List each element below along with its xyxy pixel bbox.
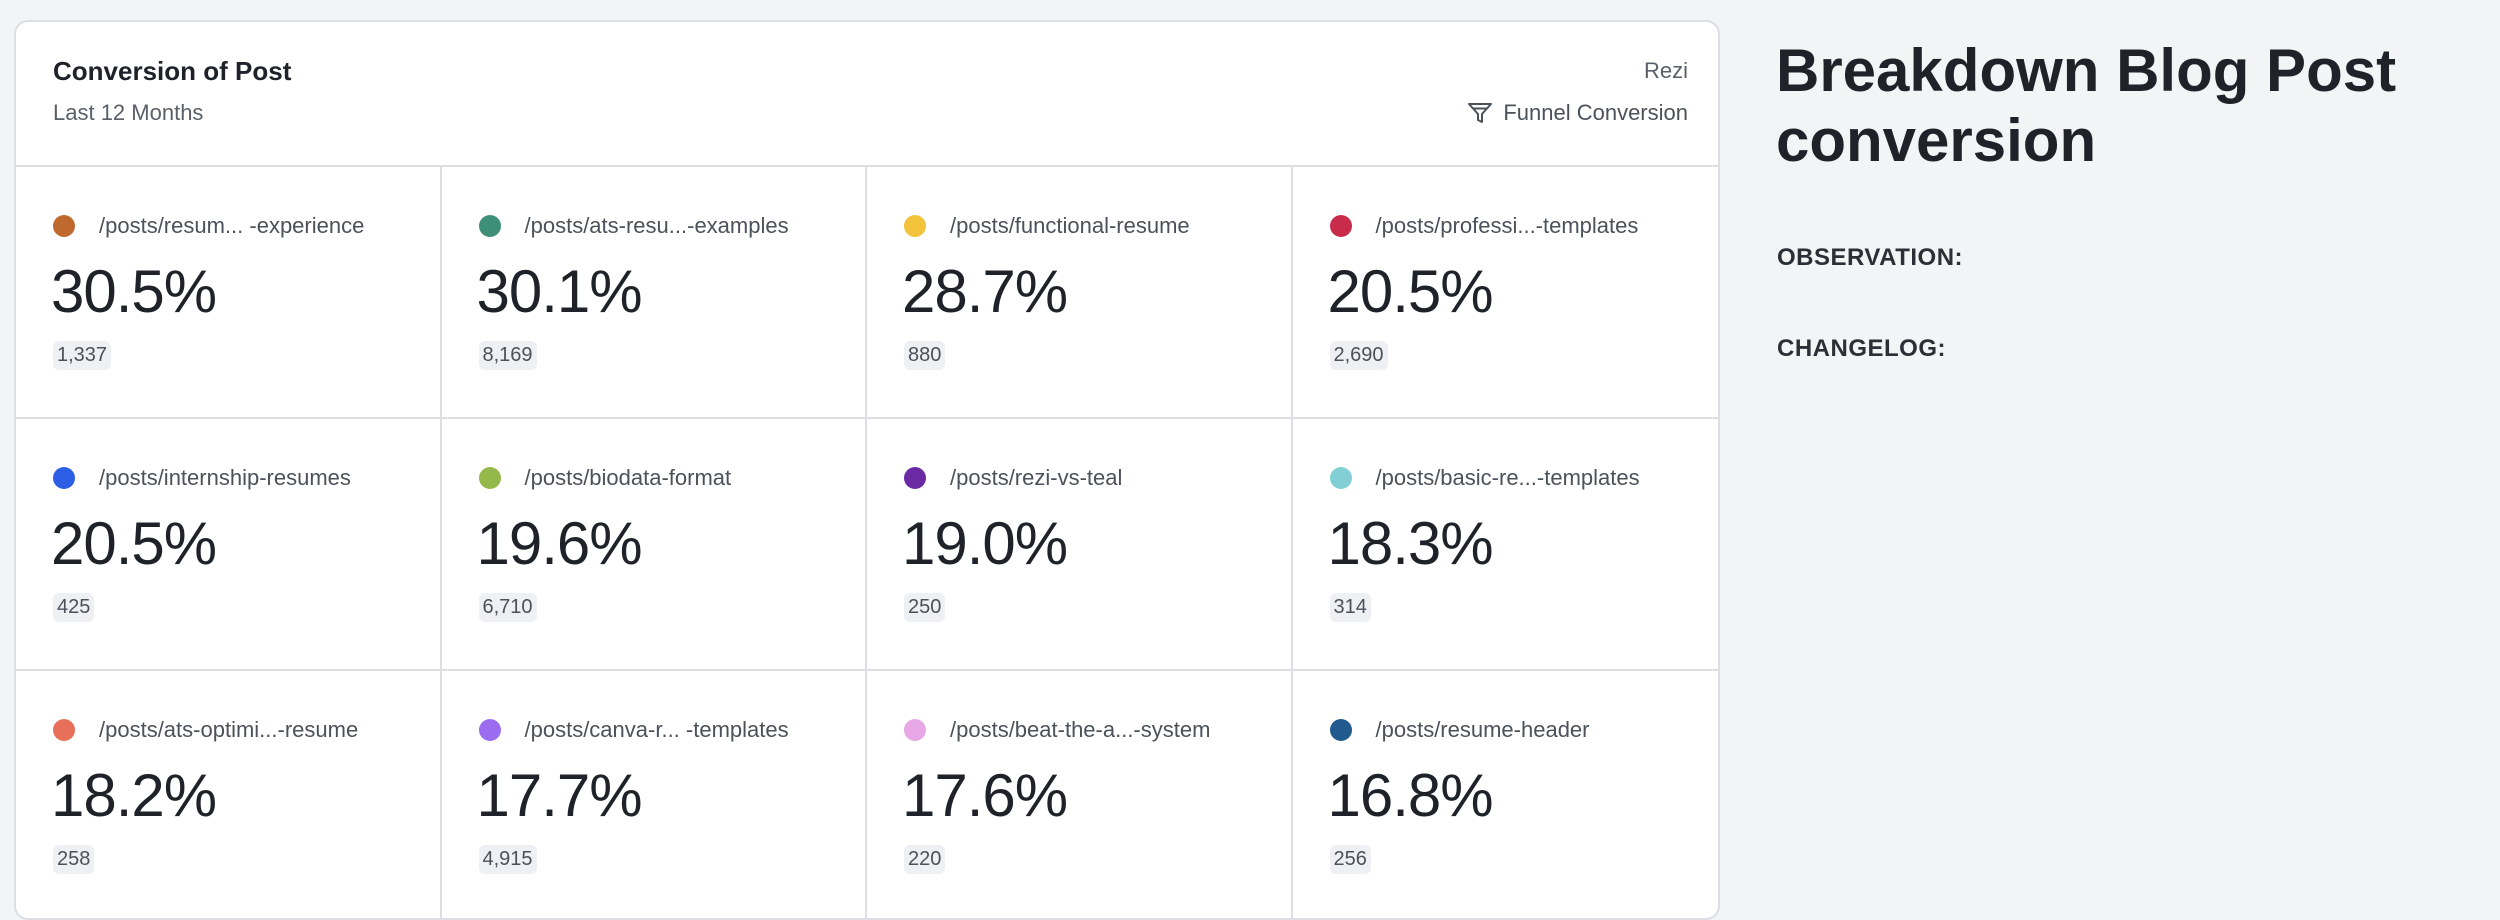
conversion-percent: 30.1% — [476, 258, 643, 325]
conversion-percent: 17.6% — [902, 762, 1068, 829]
post-path: /posts/biodata-format — [524, 465, 732, 490]
post-path: /posts/professi...-templates — [1375, 213, 1639, 238]
series-color-dot — [478, 215, 501, 237]
series-color-dot — [1329, 467, 1352, 489]
metric-cell[interactable]: /posts/professi...-templates 20.5% 2,690 — [1292, 167, 1718, 419]
metric-cell[interactable]: /posts/ats-resu...-examples 30.1% 8,169 — [441, 167, 867, 419]
conversion-count: 8,169 — [478, 341, 537, 370]
series-color-dot — [1329, 215, 1352, 237]
conversion-count: 880 — [904, 341, 946, 370]
metric-cell[interactable]: /posts/biodata-format 19.6% 6,710 — [441, 419, 867, 671]
changelog-label: CHANGELOG: — [1777, 335, 1946, 362]
conversion-count: 256 — [1329, 845, 1371, 874]
conversion-percent: 28.7% — [902, 258, 1068, 325]
post-path: /posts/beat-the-a...-system — [950, 717, 1211, 742]
post-path: /posts/resume-header — [1375, 717, 1590, 742]
metric-cell[interactable]: /posts/resum... -experience 30.5% 1,337 — [16, 167, 442, 419]
conversion-percent: 18.3% — [1327, 510, 1494, 577]
funnel-conversion-text: Funnel Conversion — [1503, 100, 1688, 125]
conversion-count: 250 — [904, 593, 946, 622]
post-path: /posts/basic-re...-templates — [1375, 465, 1640, 490]
series-color-dot — [478, 719, 501, 741]
conversion-percent: 30.5% — [51, 258, 217, 325]
post-path: /posts/rezi-vs-teal — [950, 465, 1123, 490]
org-label: Rezi — [1643, 58, 1688, 83]
conversion-percent: 19.0% — [902, 510, 1068, 577]
series-color-dot — [904, 467, 926, 489]
funnel-icon — [1468, 103, 1493, 123]
metric-cell[interactable]: /posts/rezi-vs-teal 19.0% 250 — [867, 419, 1293, 671]
conversion-count: 425 — [53, 593, 95, 622]
observation-label: OBSERVATION: — [1777, 244, 1964, 271]
post-path: /posts/internship-resumes — [99, 465, 351, 490]
conversion-count: 258 — [53, 845, 95, 874]
card-title: Conversion of Post — [53, 56, 292, 86]
metric-cell[interactable]: /posts/canva-r... -templates 17.7% 4,915 — [442, 671, 867, 918]
conversion-percent: 19.6% — [476, 510, 643, 577]
post-path: /posts/resum... -experience — [99, 213, 365, 238]
conversion-percent: 16.8% — [1327, 762, 1494, 829]
notes-title: Breakdown Blog Post conversion — [1776, 37, 2397, 175]
conversion-percent: 20.5% — [51, 510, 217, 577]
post-path: /posts/functional-resume — [950, 213, 1190, 238]
conversion-card: Conversion of Post Last 12 Months Rezi F… — [14, 20, 1720, 920]
conversion-count: 2,690 — [1329, 341, 1388, 370]
series-color-dot — [1329, 719, 1352, 741]
conversion-count: 314 — [1329, 593, 1371, 622]
metric-cell[interactable]: /posts/beat-the-a...-system 17.6% 220 — [867, 671, 1293, 918]
conversion-percent: 20.5% — [1327, 258, 1494, 325]
metrics-grid: /posts/resum... -experience 30.5% 1,337 … — [16, 167, 1719, 918]
post-path: /posts/ats-optimi...-resume — [99, 717, 359, 742]
series-color-dot — [53, 719, 75, 741]
conversion-count: 4,915 — [478, 845, 537, 874]
metric-cell[interactable]: /posts/resume-header 16.8% 256 — [1293, 671, 1719, 918]
metric-cell[interactable]: /posts/ats-optimi...-resume 18.2% 258 — [16, 671, 442, 918]
card-subtitle: Last 12 Months — [53, 100, 204, 125]
conversion-percent: 18.2% — [51, 762, 217, 829]
post-path: /posts/ats-resu...-examples — [524, 213, 789, 238]
metric-cell[interactable]: /posts/functional-resume 28.7% 880 — [867, 167, 1293, 419]
post-path: /posts/canva-r... -templates — [524, 717, 789, 742]
conversion-count: 220 — [904, 845, 946, 874]
metric-cell[interactable]: /posts/internship-resumes 20.5% 425 — [16, 419, 442, 671]
metric-cell[interactable]: /posts/basic-re...-templates 18.3% 314 — [1292, 419, 1718, 671]
series-color-dot — [478, 467, 501, 489]
series-color-dot — [904, 215, 926, 237]
series-color-dot — [53, 215, 75, 237]
conversion-percent: 17.7% — [476, 762, 643, 829]
conversion-count: 1,337 — [53, 341, 112, 370]
card-header: Conversion of Post Last 12 Months Rezi F… — [16, 22, 1718, 167]
funnel-conversion-label: Funnel Conversion — [1467, 100, 1688, 126]
series-color-dot — [904, 719, 926, 741]
series-color-dot — [53, 467, 75, 489]
conversion-count: 6,710 — [478, 593, 537, 622]
